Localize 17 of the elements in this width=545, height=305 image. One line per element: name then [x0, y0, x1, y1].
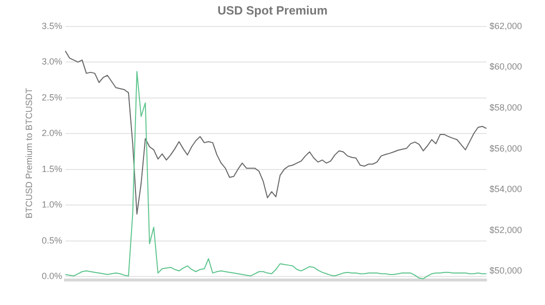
y2-tick-label: $62,000	[489, 20, 522, 31]
y-tick-label: 2.5%	[42, 92, 62, 102]
y2-tick-label: $56,000	[489, 143, 522, 154]
y-tick-label: 3.0%	[42, 56, 62, 67]
y-tick-label: 1.5%	[42, 164, 62, 174]
y-tick-label: 3.5%	[42, 20, 62, 31]
y2-tick-label: $58,000	[489, 102, 522, 112]
chart-title: USD Spot Premium	[217, 4, 328, 18]
y2-tick-label: $54,000	[489, 184, 522, 194]
y-tick-label: 0.5%	[42, 235, 62, 246]
y2-tick-label: $52,000	[489, 224, 522, 235]
y2-tick-label: $60,000	[489, 62, 522, 72]
y-tick-label: 1.0%	[42, 200, 62, 210]
y2-tick-label: $50,000	[489, 266, 522, 276]
y-axis-title: BTCUSD Premium to BTCUSDT	[24, 88, 34, 219]
y-tick-label: 2.0%	[42, 128, 62, 138]
y-tick-label: 0.0%	[42, 271, 62, 282]
